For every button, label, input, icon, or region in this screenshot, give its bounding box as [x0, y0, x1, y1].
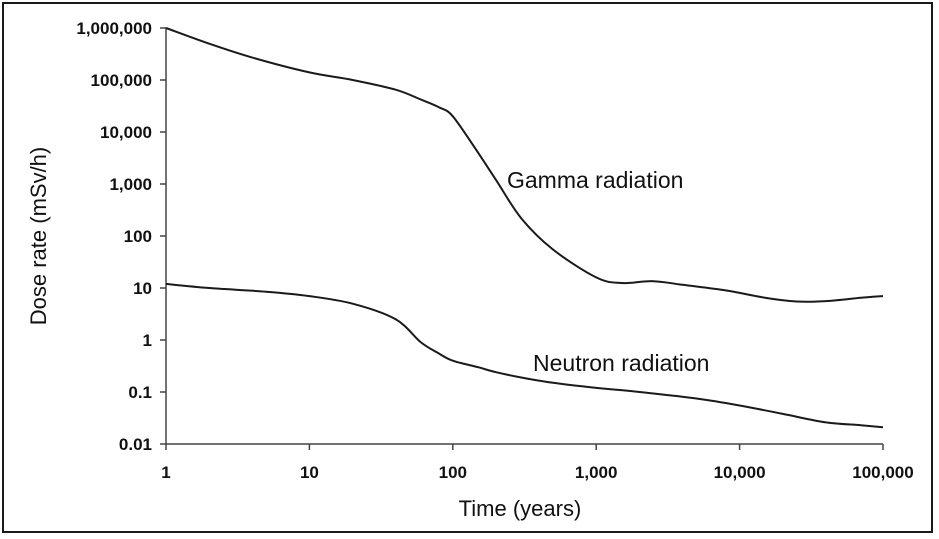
- y-axis-ticks: 0.01 0.1 1 10 100 1,000 10,000 100,000 1,000,000: [76, 19, 166, 454]
- y-axis-title: Dose rate (mSv/h): [26, 147, 51, 326]
- neutron-radiation-line: [165, 282, 884, 429]
- y-tick-label: 0.01: [119, 435, 152, 454]
- y-tick-label: 10,000: [100, 123, 152, 142]
- y-tick-label: 1: [143, 331, 152, 350]
- y-tick-label: 1,000: [109, 175, 152, 194]
- x-tick-label: 100: [439, 463, 467, 482]
- neutron-radiation-label: Neutron radiation: [533, 350, 709, 376]
- x-tick-label: 100,000: [852, 463, 913, 482]
- x-tick-label: 10,000: [714, 463, 766, 482]
- gamma-radiation-label: Gamma radiation: [507, 167, 683, 193]
- y-tick-label: 10: [133, 279, 152, 298]
- x-tick-label: 1,000: [575, 463, 618, 482]
- y-tick-label: 1,000,000: [76, 19, 152, 38]
- y-tick-label: 100,000: [91, 71, 152, 90]
- gamma-radiation-line: [165, 27, 884, 303]
- x-axis-title: Time (years): [459, 496, 582, 521]
- series-lines: [165, 27, 884, 429]
- y-tick-label: 0.1: [128, 383, 152, 402]
- x-tick-label: 10: [300, 463, 319, 482]
- x-axis-ticks: 1 10 100 1,000 10,000 100,000: [161, 444, 914, 482]
- x-tick-label: 1: [161, 463, 170, 482]
- y-tick-label: 100: [124, 227, 152, 246]
